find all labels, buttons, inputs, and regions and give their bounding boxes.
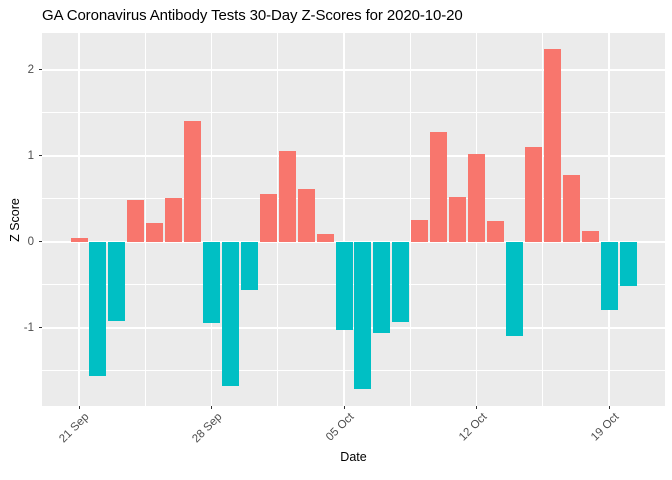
zscore-bar	[581, 230, 599, 242]
zscore-bar	[486, 221, 504, 242]
zscore-bar	[449, 197, 467, 242]
zscore-bar	[316, 234, 334, 242]
zscore-bar	[297, 189, 315, 242]
zscore-bar	[524, 147, 542, 242]
zscore-bar	[240, 241, 258, 290]
zscore-bar	[392, 241, 410, 322]
x-tick-mark	[78, 406, 80, 409]
x-axis-title: Date	[340, 450, 367, 464]
zscore-bar	[600, 241, 618, 310]
x-minor-gridline	[409, 33, 411, 406]
chart-title: GA Coronavirus Antibody Tests 30-Day Z-S…	[42, 7, 463, 24]
x-major-gridline	[343, 33, 345, 406]
y-tick-mark	[39, 155, 42, 157]
plot-panel	[42, 33, 665, 406]
zscore-bar	[165, 198, 183, 242]
y-minor-gridline	[42, 112, 665, 114]
zscore-bar	[108, 241, 126, 321]
zscore-bar	[411, 219, 429, 242]
y-major-gridline	[42, 241, 665, 243]
y-minor-gridline	[42, 370, 665, 372]
y-axis-title: Z Score	[8, 198, 22, 242]
x-major-gridline	[78, 33, 80, 406]
zscore-bar	[562, 174, 580, 242]
y-tick-mark	[39, 327, 42, 329]
y-tick-label: 1	[27, 149, 34, 162]
y-tick-label: -1	[23, 321, 34, 334]
y-tick-mark	[39, 241, 42, 243]
y-tick-mark	[39, 69, 42, 71]
x-major-gridline	[608, 33, 610, 406]
zscore-bar	[146, 222, 164, 242]
zscore-bar	[619, 241, 637, 286]
zscore-bar	[505, 241, 523, 337]
y-minor-gridline	[42, 198, 665, 200]
zscore-bar	[184, 120, 202, 242]
x-tick-mark	[211, 406, 213, 409]
zscore-bar	[259, 193, 277, 242]
y-minor-gridline	[42, 284, 665, 286]
y-major-gridline	[42, 155, 665, 157]
zscore-bar	[543, 49, 561, 242]
zscore-bar	[430, 131, 448, 242]
y-tick-label: 2	[27, 63, 34, 76]
zscore-bar	[354, 241, 372, 389]
zscore-bar	[127, 199, 145, 242]
x-tick-mark	[343, 406, 345, 409]
x-minor-gridline	[144, 33, 146, 406]
x-minor-gridline	[277, 33, 279, 406]
zscore-bar	[70, 238, 88, 242]
y-major-gridline	[42, 69, 665, 71]
zscore-bar	[468, 154, 486, 242]
zscore-bar	[373, 241, 391, 333]
zscore-bar	[203, 241, 221, 323]
zscore-bar	[335, 241, 353, 331]
x-tick-mark	[608, 406, 610, 409]
zscore-bar	[89, 241, 107, 376]
x-tick-mark	[476, 406, 478, 409]
y-major-gridline	[42, 327, 665, 329]
zscore-bar	[278, 150, 296, 242]
x-major-gridline	[210, 33, 213, 406]
x-minor-gridline	[542, 33, 544, 406]
y-tick-label: 0	[27, 235, 34, 248]
zscore-bar	[221, 241, 239, 387]
